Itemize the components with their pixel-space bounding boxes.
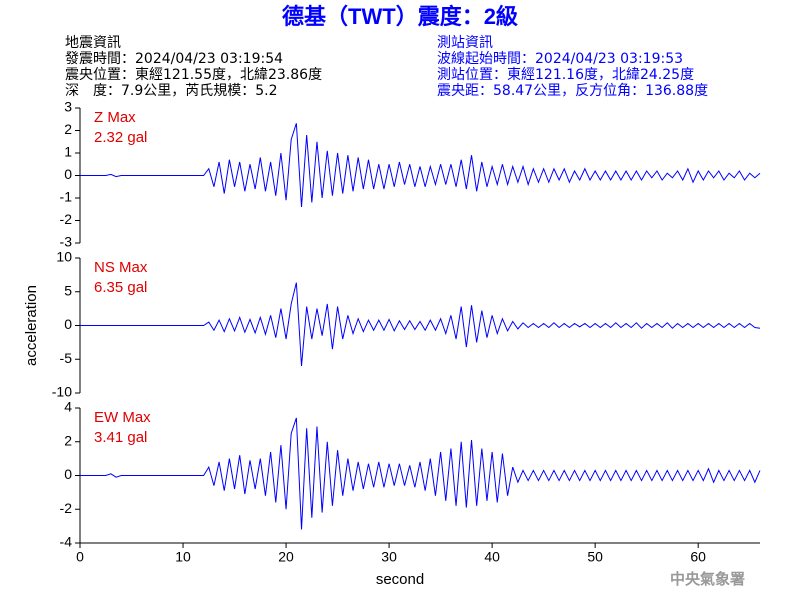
y-tick-label: 1 xyxy=(64,144,72,160)
y-tick-label: 4 xyxy=(64,399,72,415)
y-tick-label: -2 xyxy=(60,500,73,516)
y-tick-label: 0 xyxy=(64,166,72,182)
waveform xyxy=(80,417,761,530)
x-tick-label: 10 xyxy=(175,549,191,565)
component-label: NS Max xyxy=(94,259,148,276)
x-tick-label: 50 xyxy=(587,549,603,565)
info-line: 地震資訊 xyxy=(65,35,121,51)
y-tick-label: 0 xyxy=(64,466,72,482)
max-label: 3.41 gal xyxy=(94,429,147,446)
component-label: EW Max xyxy=(94,409,151,426)
max-label: 6.35 gal xyxy=(94,279,147,296)
info-line: 深 度：7.9公里，芮氏規模：5.2 xyxy=(65,82,278,99)
y-tick-label: -2 xyxy=(60,211,73,227)
y-tick-label: -10 xyxy=(52,384,72,400)
y-tick-label: 5 xyxy=(64,282,72,298)
y-tick-label: -5 xyxy=(60,350,73,366)
waveform xyxy=(80,282,761,367)
y-tick-label: 2 xyxy=(64,432,72,448)
x-tick-label: 40 xyxy=(484,549,500,565)
y-tick-label: -3 xyxy=(60,234,73,250)
info-line: 震央位置：東經121.55度，北緯23.86度 xyxy=(65,67,322,83)
x-tick-label: 30 xyxy=(381,549,397,565)
max-label: 2.32 gal xyxy=(94,129,147,146)
info-line: 發震時間：2024/04/23 03:19:54 xyxy=(65,51,283,67)
station-line: 震央距：58.47公里，反方位角：136.88度 xyxy=(437,83,708,99)
station-line: 測站資訊 xyxy=(437,35,493,51)
waveform xyxy=(80,123,761,208)
station-line: 測站位置：東經121.16度，北緯24.25度 xyxy=(437,67,694,83)
y-tick-label: -1 xyxy=(60,189,73,205)
y-tick-label: 2 xyxy=(64,121,72,137)
station-line: 波線起始時間：2024/04/23 03:19:53 xyxy=(437,51,683,67)
chart-title: 德基（TWT）震度：2級 xyxy=(282,4,518,29)
component-label: Z Max xyxy=(94,109,136,126)
footer: 中央氣象署 xyxy=(670,570,745,588)
x-axis-label: second xyxy=(376,571,424,588)
y-tick-label: 3 xyxy=(64,99,72,115)
y-tick-label: 0 xyxy=(64,316,72,332)
x-tick-label: 0 xyxy=(76,549,84,565)
x-tick-label: 20 xyxy=(278,549,294,565)
y-tick-label: 10 xyxy=(56,249,72,265)
y-tick-label: -4 xyxy=(60,534,73,550)
y-axis-label: acceleration xyxy=(23,285,40,366)
x-tick-label: 60 xyxy=(690,549,706,565)
